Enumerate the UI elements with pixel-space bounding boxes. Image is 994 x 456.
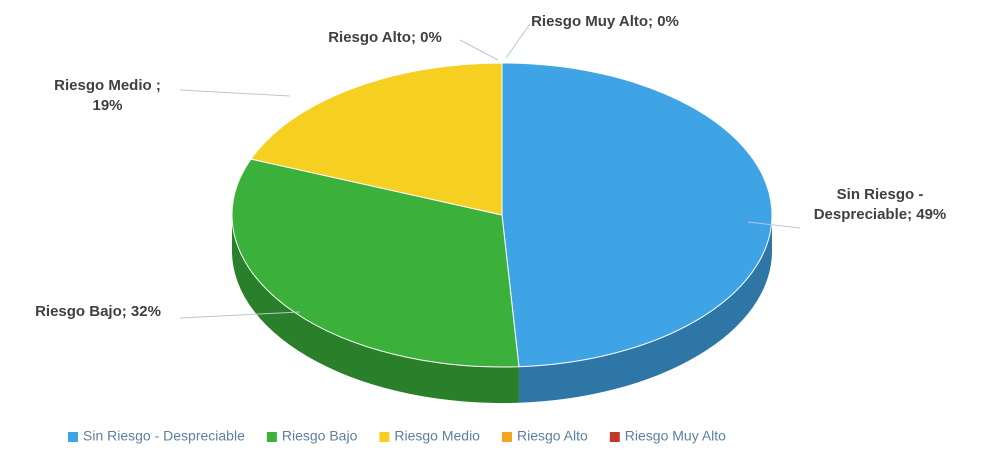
slice: [231, 158, 520, 368]
legend-label: Riesgo Muy Alto: [625, 428, 726, 444]
data-label: Sin Riesgo - Despreciable; 49%: [813, 186, 947, 223]
data-label: Riesgo Muy Alto; 0%: [531, 13, 679, 30]
legend-marker: [68, 432, 78, 442]
slice: [250, 62, 503, 216]
legend-marker: [266, 432, 277, 442]
leader-line: [747, 221, 801, 229]
legend-marker: [609, 432, 620, 442]
legend-label: Riesgo Bajo: [282, 428, 358, 444]
legend-marker: [379, 432, 390, 442]
leader-line: [459, 39, 499, 61]
slice-side: [518, 215, 772, 403]
slice: [501, 62, 773, 368]
leader-line: [505, 23, 531, 59]
data-label: Riesgo Bajo; 32%: [35, 303, 161, 320]
leader-line: [179, 89, 291, 97]
legend-label: Riesgo Alto: [517, 428, 588, 444]
data-label: Riesgo Medio ; 19%: [54, 77, 161, 114]
legend-marker: [501, 432, 512, 442]
legend-label: Sin Riesgo - Despreciable: [83, 428, 245, 444]
leader-line: [179, 311, 301, 319]
data-label: Riesgo Alto; 0%: [328, 29, 442, 46]
legend-label: Riesgo Medio: [394, 428, 480, 444]
